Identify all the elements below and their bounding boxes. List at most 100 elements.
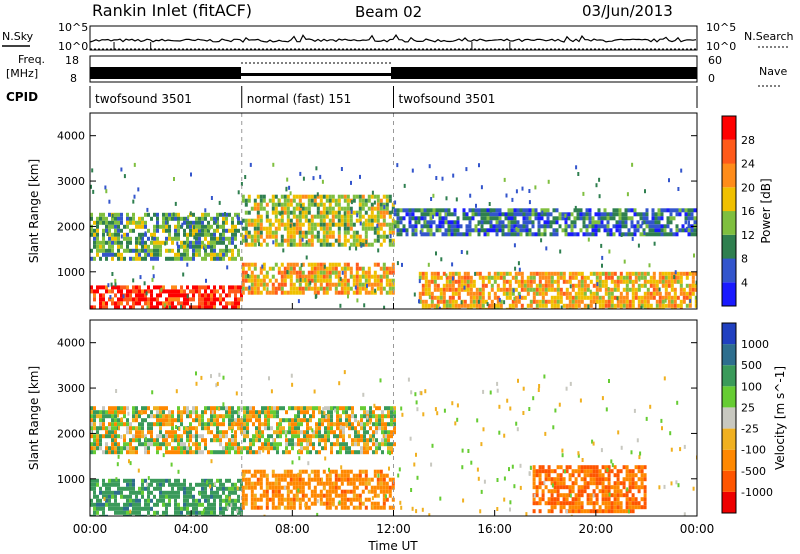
- heatmap-cell: [424, 389, 427, 394]
- heatmap-cell: [141, 256, 144, 261]
- heatmap-cell: [313, 198, 317, 203]
- heatmap-cell: [150, 414, 153, 419]
- heatmap-cell: [273, 430, 276, 435]
- heatmap-cell: [589, 477, 593, 482]
- heatmap-cell: [363, 414, 366, 419]
- heatmap-cell: [409, 436, 412, 441]
- heatmap-cell: [249, 162, 252, 167]
- heatmap-cell: [550, 279, 554, 284]
- heatmap-cell: [103, 497, 106, 501]
- heatmap-cell: [201, 434, 204, 439]
- heatmap-cell: [624, 208, 628, 213]
- heatmap-cell: [421, 287, 425, 292]
- heatmap-cell: [137, 468, 140, 473]
- heatmap-cell: [127, 411, 130, 416]
- heatmap-cell: [328, 505, 332, 510]
- heatmap-cell: [375, 446, 378, 451]
- heatmap-cell: [448, 275, 452, 280]
- heatmap-cell: [343, 242, 347, 247]
- heatmap-cell: [343, 230, 347, 235]
- heatmap-cell: [168, 418, 171, 423]
- heatmap-cell: [361, 194, 365, 199]
- heatmap-cell: [597, 220, 601, 225]
- heatmap-cell: [244, 278, 248, 283]
- heatmap-cell: [328, 481, 332, 486]
- heatmap-cell: [586, 275, 590, 280]
- heatmap-cell: [96, 410, 99, 415]
- heatmap-cell: [283, 270, 287, 275]
- heatmap-cell: [186, 236, 189, 241]
- heatmap-cell: [256, 222, 260, 227]
- heatmap-cell: [259, 485, 263, 490]
- heatmap-cell: [132, 502, 135, 507]
- heatmap-cell: [244, 218, 248, 223]
- heatmap-cell: [102, 216, 105, 221]
- heatmap-cell: [447, 228, 451, 233]
- heatmap-cell: [213, 410, 216, 415]
- heatmap-cell: [255, 426, 258, 431]
- heatmap-cell: [588, 212, 592, 217]
- heatmap-cell: [177, 289, 180, 294]
- heatmap-cell: [604, 493, 608, 498]
- heatmap-cell: [117, 240, 120, 245]
- heatmap-cell: [619, 489, 623, 494]
- heatmap-cell: [502, 275, 506, 280]
- heatmap-cell: [306, 450, 309, 455]
- heatmap-cell: [171, 301, 174, 306]
- heatmap-cell: [198, 422, 201, 427]
- heatmap-cell: [513, 208, 517, 213]
- heatmap-cell: [246, 410, 249, 415]
- heatmap-cell: [393, 208, 397, 213]
- heatmap-cell: [126, 289, 129, 294]
- heatmap-cell: [501, 212, 505, 217]
- heatmap-cell: [195, 430, 198, 435]
- heatmap-cell: [309, 434, 312, 439]
- heatmap-cell: [382, 434, 385, 439]
- heatmap-cell: [466, 279, 470, 284]
- heatmap-cell: [610, 469, 614, 474]
- heatmap-cell: [210, 478, 213, 483]
- heatmap-cell: [201, 418, 204, 423]
- heatmap-cell: [369, 410, 372, 415]
- heatmap-cell: [135, 434, 138, 439]
- heatmap-cell: [265, 274, 269, 279]
- heatmap-cell: [649, 303, 653, 308]
- heatmap-cell: [165, 305, 168, 309]
- heatmap-cell: [376, 230, 380, 235]
- heatmap-cell: [573, 208, 577, 213]
- heatmap-cell: [274, 493, 278, 498]
- heatmap-cell: [664, 271, 668, 276]
- heatmap-cell: [162, 301, 165, 306]
- heatmap-cell: [165, 438, 168, 443]
- heatmap-cell: [388, 242, 392, 247]
- heatmap-cell: [565, 287, 569, 292]
- heatmap-cell: [153, 256, 156, 261]
- heatmap-cell: [153, 244, 156, 249]
- heatmap-cell: [639, 232, 643, 237]
- cpid-label: CPID: [6, 90, 38, 104]
- heatmap-cell: [414, 208, 418, 213]
- heatmap-cell: [382, 477, 386, 482]
- heatmap-cell: [186, 285, 189, 290]
- heatmap-cell: [228, 498, 231, 503]
- heatmap-cell: [675, 480, 678, 485]
- heatmap-cell: [222, 212, 225, 217]
- heatmap-cell: [532, 307, 536, 309]
- heatmap-cell: [597, 228, 601, 233]
- heatmap-cell: [600, 224, 604, 229]
- heatmap-cell: [108, 212, 111, 217]
- heatmap-cell: [445, 273, 448, 278]
- heatmap-cell: [132, 248, 135, 253]
- heatmap-cell: [159, 410, 162, 415]
- heatmap-cell: [237, 252, 240, 257]
- heatmap-cell: [231, 502, 234, 507]
- heatmap-cell: [144, 450, 147, 455]
- heatmap-cell: [192, 434, 195, 439]
- heatmap-cell: [147, 498, 150, 503]
- heatmap-cell: [489, 216, 493, 221]
- heatmap-cell: [369, 406, 372, 411]
- heatmap-cell: [126, 406, 129, 411]
- heatmap-cell: [111, 224, 114, 229]
- heatmap-cell: [325, 214, 329, 219]
- heatmap-cell: [186, 510, 189, 515]
